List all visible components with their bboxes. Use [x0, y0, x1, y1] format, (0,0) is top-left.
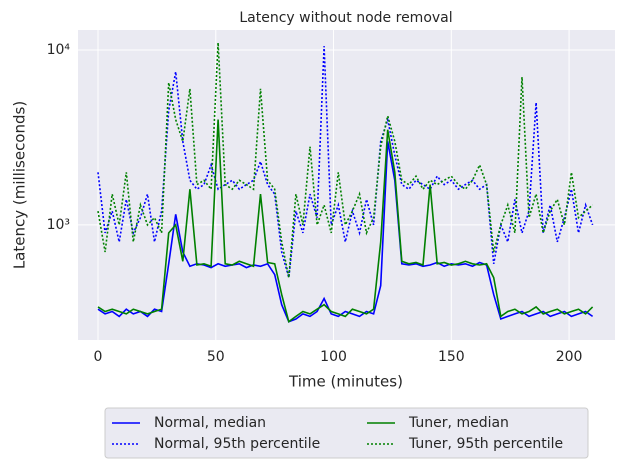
x-axis-label: Time (minutes)	[288, 373, 403, 391]
series-line	[97, 119, 594, 324]
x-tick-label: 150	[438, 349, 465, 365]
legend-label: Tuner, median	[408, 415, 509, 431]
y-axis-label: Latency (milliseconds)	[11, 101, 29, 269]
series-line	[97, 46, 594, 278]
y-tick-label: 10³	[47, 217, 70, 233]
legend-label: Normal, 95th percentile	[154, 436, 320, 452]
legend-label: Tuner, 95th percentile	[408, 436, 563, 452]
series-line	[97, 141, 594, 323]
y-tick-label: 10⁴	[47, 42, 71, 58]
x-tick-label: 50	[207, 349, 225, 365]
legend	[104, 407, 589, 459]
plot-area	[78, 30, 615, 340]
chart-title: Latency without node removal	[239, 10, 452, 26]
x-tick-label: 0	[94, 349, 103, 365]
x-tick-label: 100	[320, 349, 347, 365]
legend-label: Normal, median	[154, 415, 266, 431]
x-tick-label: 200	[556, 349, 583, 365]
